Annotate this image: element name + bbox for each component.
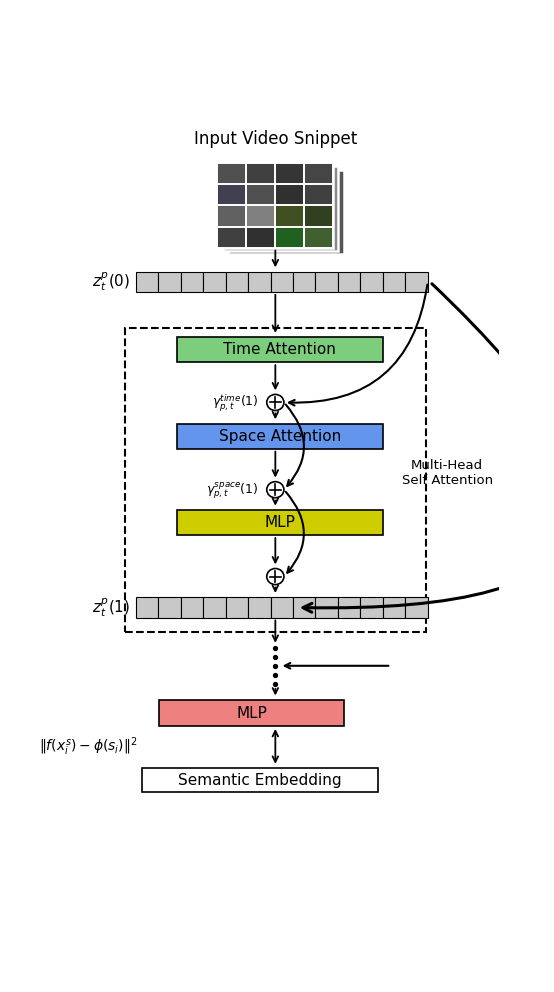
Bar <box>275 185 304 205</box>
FancyBboxPatch shape <box>338 597 361 618</box>
FancyBboxPatch shape <box>293 597 315 618</box>
Bar <box>217 226 247 248</box>
Bar <box>247 185 275 205</box>
FancyBboxPatch shape <box>203 597 225 618</box>
FancyBboxPatch shape <box>383 597 406 618</box>
FancyBboxPatch shape <box>225 272 248 292</box>
Bar <box>217 164 334 248</box>
Bar <box>217 164 247 185</box>
FancyBboxPatch shape <box>181 272 203 292</box>
FancyBboxPatch shape <box>181 597 203 618</box>
FancyBboxPatch shape <box>406 272 428 292</box>
Bar <box>304 226 334 248</box>
FancyBboxPatch shape <box>338 272 361 292</box>
Bar <box>304 185 334 205</box>
Bar <box>247 205 275 226</box>
Text: Space Attention: Space Attention <box>218 429 341 443</box>
Bar <box>223 167 338 251</box>
FancyArrowPatch shape <box>286 492 304 572</box>
Text: $\gamma_{p,t}^{time}(1)$: $\gamma_{p,t}^{time}(1)$ <box>212 393 259 414</box>
Text: Semantic Embedding: Semantic Embedding <box>178 773 342 788</box>
FancyBboxPatch shape <box>203 272 225 292</box>
Bar <box>304 205 334 226</box>
FancyBboxPatch shape <box>270 272 293 292</box>
FancyBboxPatch shape <box>136 272 158 292</box>
FancyArrowPatch shape <box>303 284 554 612</box>
FancyBboxPatch shape <box>225 597 248 618</box>
Bar <box>247 164 275 185</box>
Text: Multi-Head
Self Attention: Multi-Head Self Attention <box>402 459 493 487</box>
FancyBboxPatch shape <box>248 597 270 618</box>
Bar <box>275 164 304 185</box>
FancyBboxPatch shape <box>136 597 158 618</box>
Text: MLP: MLP <box>237 705 267 720</box>
Text: $z_t^p(0)$: $z_t^p(0)$ <box>93 271 131 294</box>
FancyBboxPatch shape <box>315 272 338 292</box>
FancyBboxPatch shape <box>158 597 181 618</box>
Bar <box>304 164 334 185</box>
FancyBboxPatch shape <box>406 597 428 618</box>
Text: Input Video Snippet: Input Video Snippet <box>194 130 357 148</box>
FancyBboxPatch shape <box>177 510 383 535</box>
FancyBboxPatch shape <box>361 597 383 618</box>
Text: Time Attention: Time Attention <box>223 342 336 357</box>
FancyBboxPatch shape <box>383 272 406 292</box>
FancyBboxPatch shape <box>361 272 383 292</box>
FancyBboxPatch shape <box>160 700 344 726</box>
Bar <box>247 226 275 248</box>
FancyArrowPatch shape <box>289 285 427 406</box>
Text: $\gamma_{p,t}^{space}(1)$: $\gamma_{p,t}^{space}(1)$ <box>207 480 259 501</box>
FancyBboxPatch shape <box>270 597 293 618</box>
Bar <box>275 205 304 226</box>
FancyBboxPatch shape <box>248 272 270 292</box>
Bar <box>228 170 343 254</box>
FancyArrowPatch shape <box>285 663 388 669</box>
FancyBboxPatch shape <box>177 337 383 362</box>
FancyBboxPatch shape <box>142 768 378 793</box>
FancyBboxPatch shape <box>158 272 181 292</box>
Bar <box>275 226 304 248</box>
FancyBboxPatch shape <box>177 424 383 448</box>
Text: MLP: MLP <box>264 515 295 530</box>
FancyBboxPatch shape <box>315 597 338 618</box>
Bar <box>217 205 247 226</box>
Bar <box>217 185 247 205</box>
Text: $\|f(x_i^s) - \phi(s_i)\|^2$: $\|f(x_i^s) - \phi(s_i)\|^2$ <box>39 736 138 759</box>
FancyArrowPatch shape <box>286 405 304 486</box>
Text: $z_t^p(1)$: $z_t^p(1)$ <box>93 596 131 619</box>
FancyBboxPatch shape <box>293 272 315 292</box>
